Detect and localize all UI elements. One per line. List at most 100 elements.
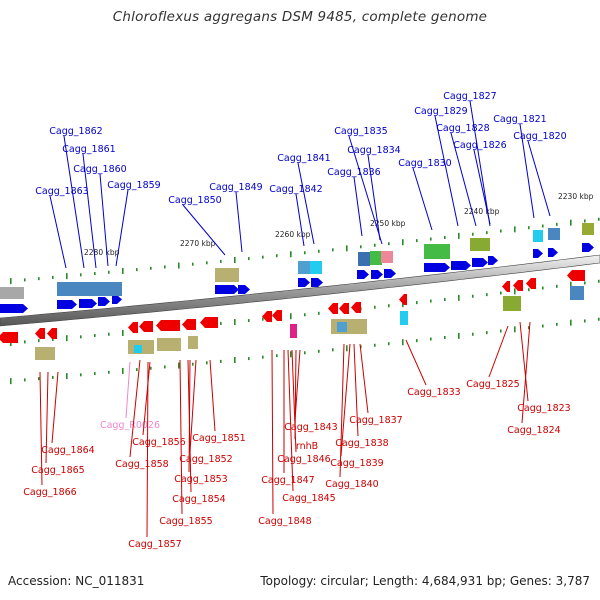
scale-tick-mark — [178, 262, 180, 269]
scale-tick-mark — [570, 319, 572, 326]
reverse-label-leader — [45, 371, 49, 464]
scale-tick-mark — [164, 265, 166, 269]
reverse-gene-label: Cagg_R0026 — [100, 420, 160, 431]
reverse-gene-arrow — [526, 278, 536, 289]
reverse-gene-label: Cagg_1825 — [466, 379, 519, 390]
reverse-label-leader — [179, 359, 183, 515]
forward-gene-label: Cagg_1828 — [436, 123, 489, 134]
reverse-gene-label: Cagg_1837 — [349, 415, 402, 426]
scale-tick-mark — [136, 368, 138, 372]
forward-gene-arrow — [112, 295, 122, 304]
reverse-gene-arrow — [200, 317, 218, 328]
reverse-gene-label: Cagg_1858 — [115, 459, 168, 470]
reverse-gene-label: Cagg_1845 — [282, 493, 335, 504]
scale-tick-mark — [444, 297, 446, 301]
reverse-gene-label: Cagg_1857 — [128, 539, 181, 550]
protein-domain-box — [35, 347, 55, 360]
forward-label-leader — [412, 167, 433, 231]
scale-tick-mark — [584, 219, 586, 223]
forward-gene-arrow — [472, 258, 488, 267]
scale-tick-mark — [570, 219, 572, 226]
forward-gene-arrow — [57, 300, 77, 309]
forward-gene-label: Cagg_1836 — [327, 167, 380, 178]
reverse-gene-label: Cagg_1856 — [132, 437, 185, 448]
protein-domain-box — [381, 251, 393, 263]
scale-tick-mark — [374, 343, 376, 347]
forward-label-leader — [519, 123, 535, 219]
scale-tick-mark — [290, 251, 292, 258]
forward-label-leader — [63, 135, 85, 269]
reverse-gene-arrow — [502, 281, 510, 292]
scale-tick-mark — [234, 356, 236, 363]
forward-gene-arrow — [298, 278, 310, 287]
scale-tick-mark — [416, 301, 418, 305]
scale-tick-mark — [318, 349, 320, 353]
scale-tick-mark — [108, 370, 110, 374]
forward-gene-label: Cagg_1821 — [493, 114, 546, 125]
scale-tick-mark — [304, 313, 306, 317]
reverse-gene-label: Cagg_1823 — [517, 403, 570, 414]
forward-gene-arrow — [424, 263, 450, 272]
scale-tick-mark — [318, 249, 320, 253]
accession-text: Accession: NC_011831 — [8, 574, 145, 588]
scale-tick-mark — [150, 266, 152, 270]
reverse-gene-arrow — [0, 332, 18, 343]
reverse-gene-label: Cagg_1838 — [335, 438, 388, 449]
forward-gene-label: Cagg_1835 — [334, 126, 387, 137]
scale-tick-mark — [122, 267, 124, 274]
scale-tick-mark — [24, 340, 26, 344]
reverse-label-leader — [129, 359, 141, 458]
protein-domain-box — [400, 311, 408, 325]
forward-label-leader — [469, 100, 491, 227]
scale-tick-mark — [430, 337, 432, 341]
forward-label-leader — [450, 132, 477, 227]
scale-tick-mark — [52, 337, 54, 341]
scale-tick-mark — [500, 229, 502, 233]
forward-gene-label: Cagg_1849 — [209, 182, 262, 193]
protein-domain-box — [503, 296, 521, 311]
reverse-label-leader — [209, 359, 216, 432]
reverse-gene-label: Cagg_1843 — [284, 422, 337, 433]
scale-tick-mark — [514, 288, 516, 295]
scale-tick-mark — [346, 345, 348, 352]
scale-tick-mark — [248, 357, 250, 361]
scale-tick-mark — [262, 255, 264, 259]
reverse-gene-label: Cagg_1847 — [261, 475, 314, 486]
scale-tick-mark — [458, 232, 460, 239]
scale-tick-mark — [402, 339, 404, 346]
forward-label-leader — [473, 149, 491, 225]
scale-tick-mark — [220, 259, 222, 263]
scale-tick-mark — [290, 351, 292, 358]
reverse-label-leader — [291, 349, 297, 453]
scale-label: 2240 kbp — [464, 207, 500, 216]
forward-gene-label: Cagg_1859 — [107, 180, 160, 191]
reverse-label-leader — [146, 361, 149, 538]
forward-label-leader — [367, 154, 381, 241]
forward-label-leader — [297, 162, 315, 245]
scale-tick-mark — [458, 294, 460, 301]
scale-tick-mark — [332, 248, 334, 252]
scale-tick-mark — [486, 231, 488, 235]
forward-gene-arrow — [357, 270, 369, 279]
scale-tick-mark — [38, 277, 40, 281]
scale-tick-mark — [318, 311, 320, 315]
reverse-gene-label: Cagg_1848 — [258, 516, 311, 527]
forward-label-leader — [348, 135, 383, 245]
scale-tick-mark — [178, 362, 180, 369]
scale-tick-mark — [556, 284, 558, 288]
forward-label-leader — [295, 193, 305, 247]
reverse-gene-label: Cagg_1824 — [507, 425, 560, 436]
reverse-label-leader — [339, 343, 345, 478]
scale-tick-mark — [52, 375, 54, 379]
reverse-gene-arrow — [139, 321, 153, 332]
scale-tick-mark — [528, 288, 530, 292]
scale-tick-mark — [10, 340, 12, 347]
scale-tick-mark — [374, 243, 376, 247]
scale-tick-mark — [248, 257, 250, 261]
scale-tick-mark — [430, 299, 432, 303]
reverse-gene-arrow — [35, 328, 45, 339]
lower-outer-ticks — [10, 317, 600, 385]
scale-tick-mark — [472, 294, 474, 298]
forward-label-leader — [353, 176, 363, 237]
